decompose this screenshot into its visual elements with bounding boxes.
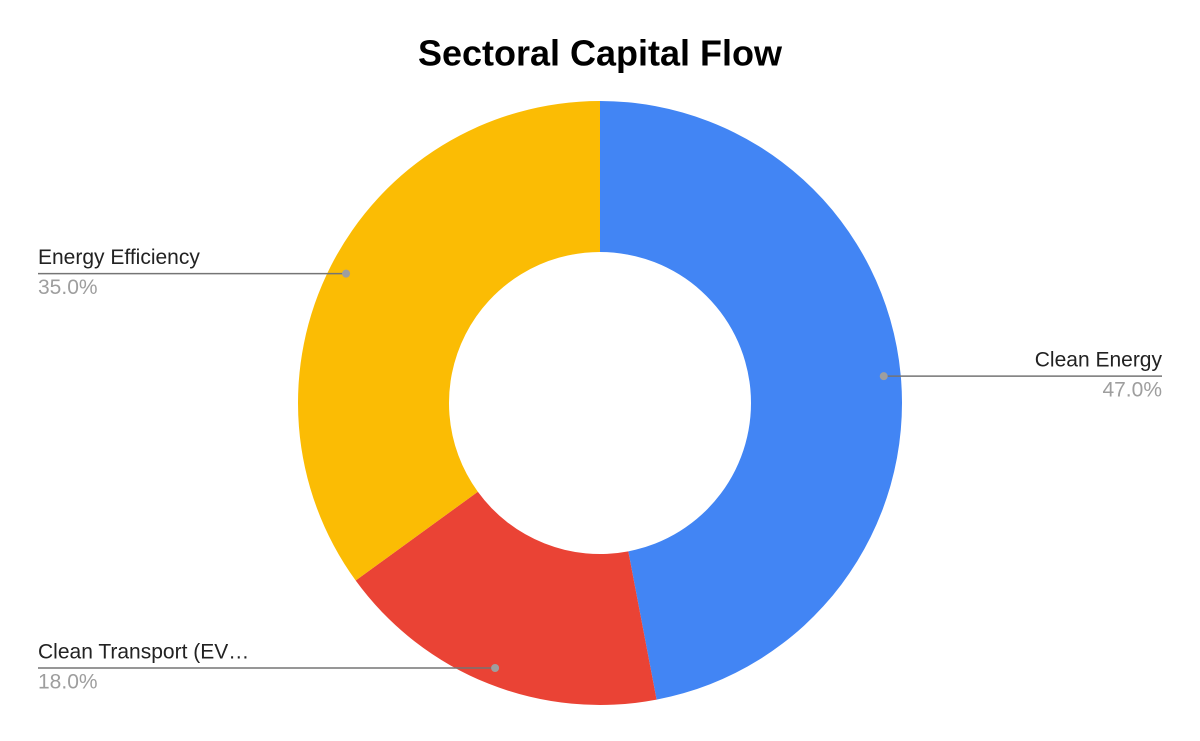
slice: [298, 101, 600, 581]
slice-label: Clean Transport (EV…: [38, 641, 249, 664]
leader-dot: [342, 269, 351, 278]
value-label: 47.0%: [1102, 379, 1162, 402]
slice-label: Energy Efficiency: [38, 246, 200, 269]
slice: [355, 491, 657, 706]
slice-label: Clean Energy: [1035, 349, 1163, 372]
chart-title: Sectoral Capital Flow: [418, 33, 783, 74]
leader-dot: [879, 372, 888, 381]
slice: [600, 101, 902, 700]
value-label: 18.0%: [38, 671, 98, 694]
value-label: 35.0%: [38, 276, 98, 299]
leader-dot: [491, 663, 500, 672]
